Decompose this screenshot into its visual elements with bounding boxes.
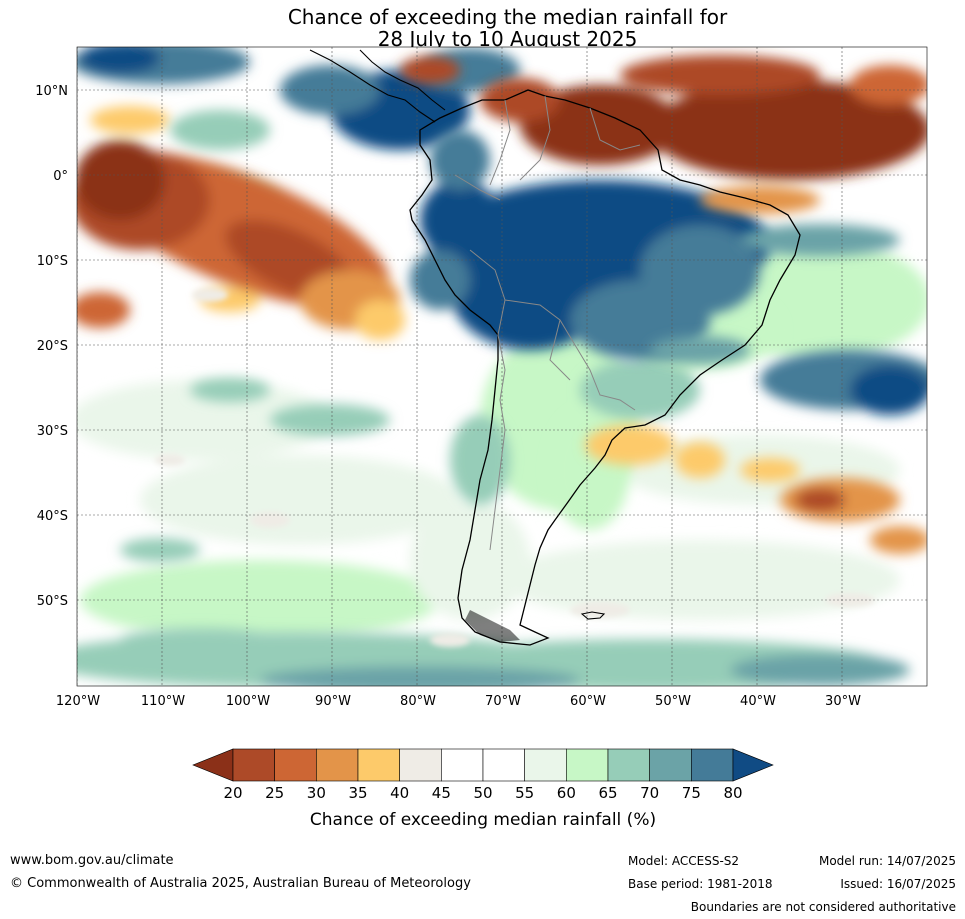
map-frame: [76, 46, 928, 687]
lat-label-40s: 40°S: [37, 509, 68, 524]
falkland-islands: [580, 611, 606, 620]
colorbar-tick-label: 80: [723, 784, 742, 802]
colorbar-swatch: [691, 748, 734, 782]
colorbar-swatch: [482, 748, 525, 782]
colorbar-label: Chance of exceeding median rainfall (%): [310, 810, 656, 830]
copyright-text: © Commonwealth of Australia 2025, Austra…: [10, 876, 471, 891]
colorbar-tick-label: 35: [348, 784, 367, 802]
lon-label-40w: 40°W: [740, 694, 776, 709]
colorbar-tick-label: 55: [515, 784, 534, 802]
lon-label-60w: 60°W: [570, 694, 606, 709]
colorbar: 20 25 30 35 40 45 50 55 60 65 70 75 80: [192, 748, 774, 802]
colorbar-swatch: [316, 748, 359, 782]
lon-label-90w: 90°W: [315, 694, 351, 709]
colorbar-extend-high: [732, 748, 774, 782]
lon-label-70w: 70°W: [485, 694, 521, 709]
colorbar-swatch: [566, 748, 609, 782]
colorbar-tick-label: 50: [473, 784, 492, 802]
lat-label-20s: 20°S: [37, 339, 68, 354]
latitude-labels: 10°N 0° 10°S 20°S 30°S 40°S 50°S: [35, 84, 68, 609]
colorbar-tick-label: 30: [307, 784, 326, 802]
lat-label-0: 0°: [53, 169, 68, 184]
model-run-text: Model run: 14/07/2025: [818, 854, 956, 868]
colorbar-swatch: [357, 748, 400, 782]
lat-label-10n: 10°N: [35, 84, 68, 99]
lon-label-80w: 80°W: [400, 694, 436, 709]
colorbar-swatch: [649, 748, 692, 782]
lat-label-10s: 10°S: [37, 254, 68, 269]
colorbar-tick-label: 25: [265, 784, 284, 802]
lon-label-30w: 30°W: [825, 694, 861, 709]
lon-label-110w: 110°W: [141, 694, 185, 709]
south-america-coastline: [409, 89, 801, 646]
colorbar-swatch: [232, 748, 275, 782]
colorbar-swatch: [399, 748, 442, 782]
gridlines: [77, 47, 927, 686]
chart-title-line2: 28 July to 10 August 2025: [377, 27, 638, 51]
map-panel: [77, 47, 927, 686]
longitude-labels: 120°W 110°W 100°W 90°W 80°W 70°W 60°W 50…: [56, 694, 861, 709]
colorbar-tick-label: 70: [640, 784, 659, 802]
tierra-del-fuego: [465, 610, 520, 642]
lat-label-30s: 30°S: [37, 424, 68, 439]
colorbar-swatch: [441, 748, 484, 782]
lat-label-50s: 50°S: [37, 594, 68, 609]
colorbar-tick-label: 65: [598, 784, 617, 802]
colorbar-extend-low: [192, 748, 234, 782]
central-america-coastline: [309, 49, 446, 123]
colorbar-tick-label: 45: [432, 784, 451, 802]
model-text: Model: ACCESS-S2: [628, 854, 740, 868]
colorbar-tick-label: 40: [390, 784, 409, 802]
colorbar-swatch: [524, 748, 567, 782]
colorbar-tick-label: 60: [557, 784, 576, 802]
lon-label-120w: 120°W: [56, 694, 100, 709]
disclaimer-text: Boundaries are not considered authoritat…: [690, 900, 956, 914]
issued-text: Issued: 16/07/2025: [840, 877, 956, 891]
rainfall-probability-field: [77, 47, 927, 686]
colorbar-tick-label: 20: [223, 784, 242, 802]
country-borders: [454, 95, 641, 551]
chart-title-line1: Chance of exceeding the median rainfall …: [287, 5, 728, 29]
lon-label-50w: 50°W: [655, 694, 691, 709]
base-period-text: Base period: 1981-2018: [628, 877, 773, 891]
colorbar-tick-label: 75: [682, 784, 701, 802]
colorbar-swatch: [274, 748, 317, 782]
colorbar-swatch: [607, 748, 650, 782]
lon-label-100w: 100°W: [226, 694, 270, 709]
website-link[interactable]: www.bom.gov.au/climate: [10, 853, 174, 868]
